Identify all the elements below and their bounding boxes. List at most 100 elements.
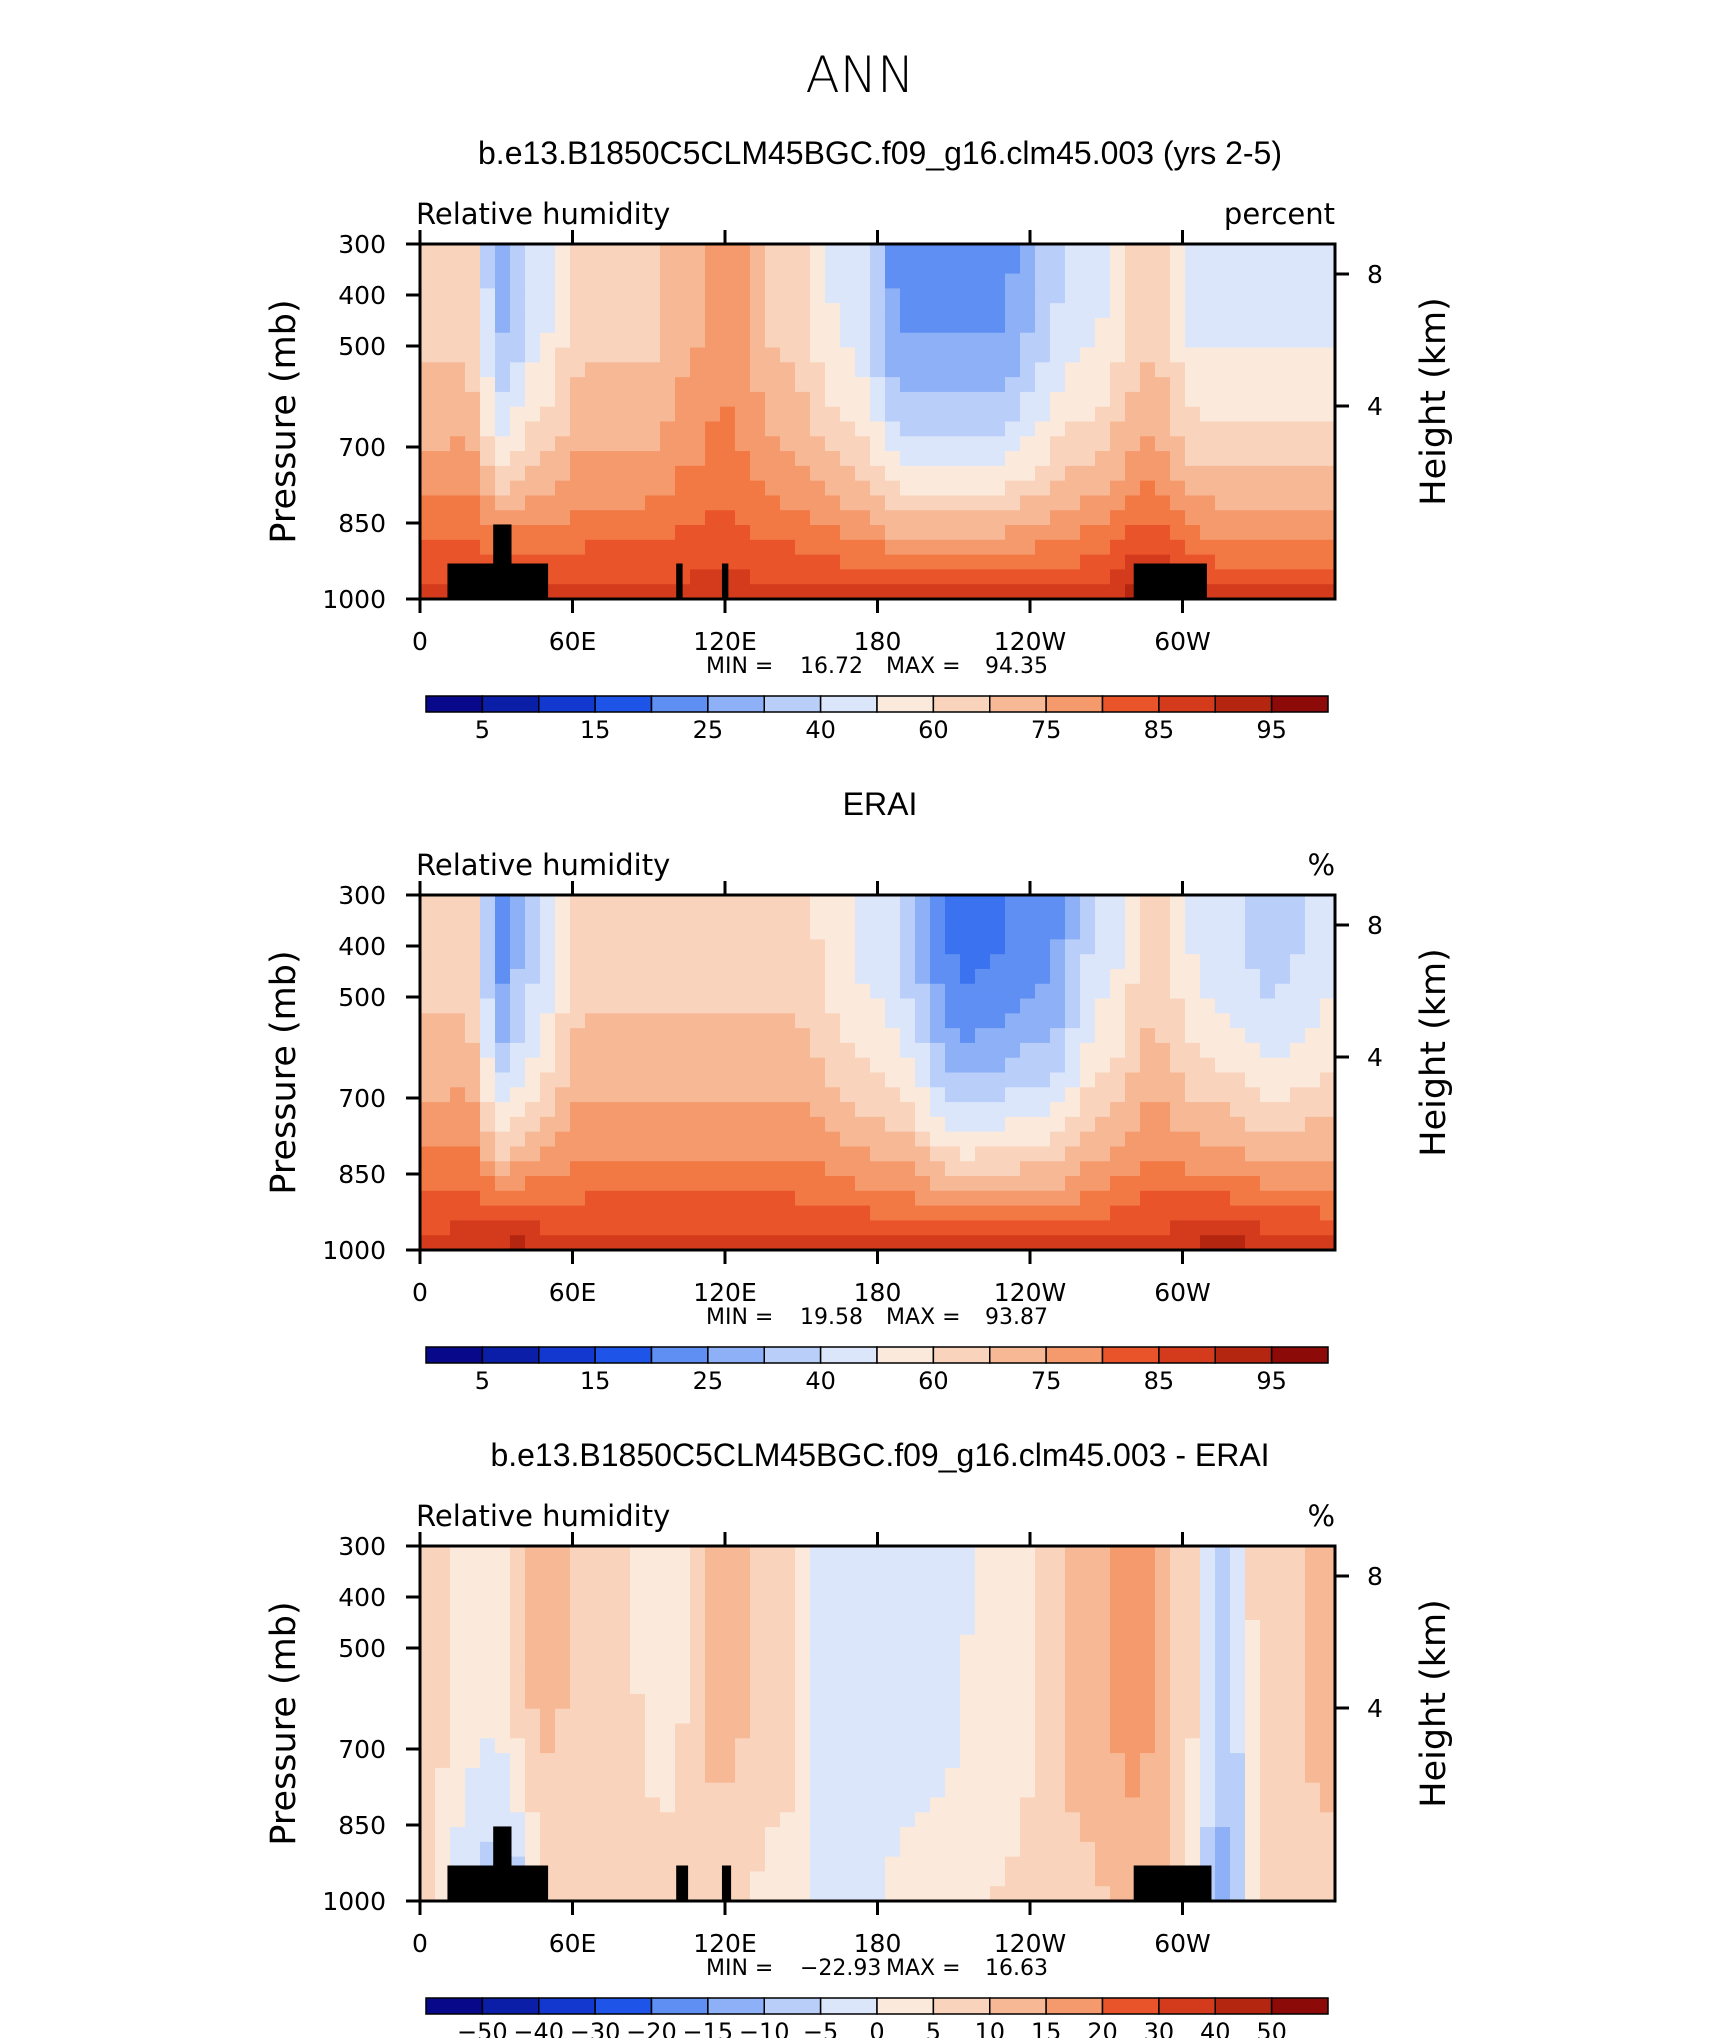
min-value: 16.72 bbox=[800, 654, 863, 679]
colorbar-label: 15 bbox=[580, 1367, 611, 1395]
colorbar-label: 60 bbox=[918, 1367, 949, 1395]
colorbar-swatch bbox=[594, 695, 653, 713]
contour-field bbox=[420, 1546, 1336, 1902]
min-value: −22.93 bbox=[800, 1956, 881, 1981]
chart-panel-1: b.e13.B1850C5CLM45BGC.f09_g16.clm45.003 … bbox=[264, 135, 1454, 744]
colorbar-swatch bbox=[1045, 695, 1104, 713]
colorbar-swatch bbox=[1101, 1997, 1160, 2015]
colorbar-swatch bbox=[763, 1997, 822, 2015]
colorbar-swatch bbox=[650, 1346, 709, 1364]
colorbar-swatch bbox=[538, 1346, 596, 1364]
y-tick-label: 700 bbox=[338, 1084, 386, 1113]
min-value: 19.58 bbox=[800, 1305, 863, 1330]
contour-field bbox=[420, 895, 1336, 1251]
y-tick-label: 1000 bbox=[322, 1887, 386, 1916]
right-tick-label: 4 bbox=[1367, 392, 1383, 421]
colorbar-swatch bbox=[425, 695, 484, 713]
colorbar-label: 40 bbox=[805, 716, 836, 744]
colorbar-label: −30 bbox=[570, 2018, 621, 2038]
right-tick-label: 4 bbox=[1367, 1694, 1383, 1723]
max-label: MAX = bbox=[886, 1305, 961, 1330]
y-axis-label: Pressure (mb) bbox=[264, 950, 304, 1194]
colorbar-swatch bbox=[989, 1346, 1047, 1364]
colorbar-swatch bbox=[932, 1346, 991, 1364]
min-label: MIN = bbox=[706, 654, 773, 679]
colorbar-label: 25 bbox=[693, 716, 724, 744]
x-tick-label: 120E bbox=[693, 1278, 757, 1307]
colorbar-label: 15 bbox=[580, 716, 611, 744]
colorbar-swatch bbox=[481, 695, 540, 713]
x-tick-label: 120W bbox=[994, 627, 1066, 656]
colorbar-swatch bbox=[763, 1346, 822, 1364]
colorbar-swatch bbox=[932, 1997, 991, 2015]
colorbar-swatch bbox=[1158, 695, 1216, 713]
y-tick-label: 700 bbox=[338, 433, 386, 462]
colorbar-label: 0 bbox=[869, 2018, 884, 2038]
colorbar-label: 60 bbox=[918, 716, 949, 744]
right-tick-label: 8 bbox=[1367, 260, 1383, 289]
y-axis-label: Pressure (mb) bbox=[264, 299, 304, 543]
x-tick-label: 60W bbox=[1154, 1929, 1211, 1958]
colorbar-swatch bbox=[707, 1997, 765, 2015]
colorbar-swatch bbox=[1214, 695, 1273, 713]
colorbar-swatch bbox=[1270, 695, 1329, 713]
units-label: percent bbox=[1224, 197, 1335, 231]
colorbar-swatch bbox=[989, 1997, 1047, 2015]
colorbar-swatch bbox=[707, 1346, 765, 1364]
y-tick-label: 700 bbox=[338, 1735, 386, 1764]
x-tick-label: 180 bbox=[854, 627, 902, 656]
min-label: MIN = bbox=[706, 1305, 773, 1330]
colorbar-swatch bbox=[876, 1346, 935, 1364]
x-tick-label: 60W bbox=[1154, 1278, 1211, 1307]
colorbar-swatch bbox=[481, 1997, 540, 2015]
colorbar-label: 10 bbox=[974, 2018, 1005, 2038]
colorbar-label: −20 bbox=[626, 2018, 677, 2038]
colorbar-label: 25 bbox=[693, 1367, 724, 1395]
x-tick-label: 120W bbox=[994, 1278, 1066, 1307]
y-tick-label: 300 bbox=[338, 230, 386, 259]
y-tick-label: 400 bbox=[338, 932, 386, 961]
colorbar-label: 15 bbox=[1031, 2018, 1062, 2038]
variable-label: Relative humidity bbox=[416, 197, 670, 231]
colorbar-swatch bbox=[1045, 1997, 1104, 2015]
colorbar-label: 50 bbox=[1256, 2018, 1287, 2038]
colorbar-label: −50 bbox=[457, 2018, 508, 2038]
colorbar-swatch bbox=[1158, 1346, 1216, 1364]
colorbar-swatch bbox=[425, 1346, 484, 1364]
topography-mask bbox=[493, 524, 512, 599]
colorbar-swatch bbox=[876, 695, 935, 713]
y-tick-label: 850 bbox=[338, 1160, 386, 1189]
variable-label: Relative humidity bbox=[416, 848, 670, 882]
x-tick-label: 60W bbox=[1154, 627, 1211, 656]
colorbar-label: 95 bbox=[1256, 716, 1287, 744]
colorbar-label: 85 bbox=[1144, 716, 1175, 744]
colorbar-label: 75 bbox=[1031, 1367, 1062, 1395]
panel-title: b.e13.B1850C5CLM45BGC.f09_g16.clm45.003 … bbox=[490, 1437, 1269, 1473]
chart-panel-2: ERAI Relative humidity % 0 60E 120E 180 120W 60W… bbox=[264, 786, 1454, 1395]
colorbar-label: −10 bbox=[739, 2018, 790, 2038]
y-axis-label: Pressure (mb) bbox=[264, 1601, 304, 1845]
x-tick-label: 120E bbox=[693, 627, 757, 656]
colorbar-label: 75 bbox=[1031, 716, 1062, 744]
x-tick-label: 180 bbox=[854, 1929, 902, 1958]
right-axis-label: Height (km) bbox=[1414, 948, 1454, 1157]
colorbar-swatch bbox=[932, 695, 991, 713]
colorbar-label: 30 bbox=[1144, 2018, 1175, 2038]
x-tick-label: 120E bbox=[693, 1929, 757, 1958]
y-tick-label: 400 bbox=[338, 1583, 386, 1612]
colorbar-swatch bbox=[650, 695, 709, 713]
right-tick-label: 4 bbox=[1367, 1043, 1383, 1072]
y-tick-label: 300 bbox=[338, 1532, 386, 1561]
topography-mask bbox=[1133, 563, 1207, 599]
colorbar-label: −15 bbox=[683, 2018, 734, 2038]
contour-field bbox=[420, 244, 1336, 600]
right-axis-label: Height (km) bbox=[1414, 1599, 1454, 1808]
colorbar-swatch bbox=[819, 1997, 878, 2015]
colorbar: −50 −40 −30 −20 −15 −10 −5 0 5 10 15 20 30 40 50 bbox=[425, 1997, 1329, 2043]
colorbar-label: 40 bbox=[805, 1367, 836, 1395]
page-title: ANN bbox=[805, 46, 914, 104]
colorbar-label: −40 bbox=[513, 2018, 564, 2038]
y-tick-label: 500 bbox=[338, 1634, 386, 1663]
